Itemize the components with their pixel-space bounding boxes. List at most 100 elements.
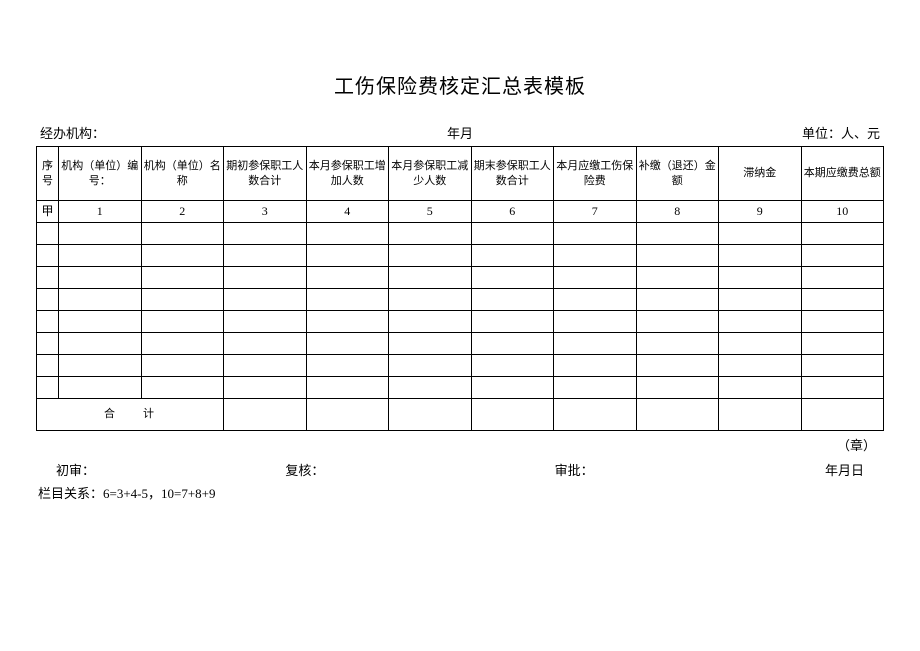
table-cell	[224, 245, 307, 267]
table-cell	[224, 223, 307, 245]
table-cell	[306, 311, 389, 333]
table-cell	[554, 355, 637, 377]
table-cell	[801, 311, 884, 333]
table-cell	[224, 333, 307, 355]
table-cell	[719, 355, 802, 377]
table-cell	[306, 355, 389, 377]
meta-agency: 经办机构：	[40, 123, 320, 142]
table-cell	[141, 355, 224, 377]
table-cell	[554, 333, 637, 355]
table-cell	[306, 223, 389, 245]
table-cell	[719, 377, 802, 399]
table-body: 合计	[37, 223, 884, 431]
total-cell	[306, 399, 389, 431]
table-cell	[141, 223, 224, 245]
table-cell	[224, 355, 307, 377]
table-cell	[37, 267, 59, 289]
table-cell	[37, 223, 59, 245]
table-cell	[801, 245, 884, 267]
num-cell: 6	[471, 201, 554, 223]
table-cell	[37, 245, 59, 267]
sign-approve: 审批：	[455, 460, 724, 479]
table-cell	[471, 311, 554, 333]
table-cell	[636, 245, 719, 267]
table-cell	[59, 245, 142, 267]
table-cell	[141, 311, 224, 333]
table-cell	[141, 289, 224, 311]
num-cell: 3	[224, 201, 307, 223]
table-cell	[471, 289, 554, 311]
table-row	[37, 245, 884, 267]
num-cell: 4	[306, 201, 389, 223]
total-cell	[471, 399, 554, 431]
table-row	[37, 333, 884, 355]
table-cell	[37, 333, 59, 355]
table-cell	[636, 289, 719, 311]
table-cell	[389, 289, 472, 311]
total-cell	[554, 399, 637, 431]
sign-recheck: 复核：	[225, 460, 454, 479]
table-cell	[224, 267, 307, 289]
stamp-label: （章）	[36, 435, 884, 454]
table-cell	[554, 289, 637, 311]
table-cell	[801, 223, 884, 245]
col-header: 机构（单位）编号：	[59, 147, 142, 201]
num-cell: 9	[719, 201, 802, 223]
number-row: 甲 1 2 3 4 5 6 7 8 9 10	[37, 201, 884, 223]
table-cell	[59, 289, 142, 311]
table-cell	[37, 355, 59, 377]
table-cell	[306, 377, 389, 399]
header-row: 序号 机构（单位）编号： 机构（单位）名称 期初参保职工人数合计 本月参保职工增…	[37, 147, 884, 201]
table-cell	[801, 377, 884, 399]
total-row: 合计	[37, 399, 884, 431]
table-cell	[59, 223, 142, 245]
table-cell	[636, 267, 719, 289]
table-cell	[224, 311, 307, 333]
table-cell	[306, 333, 389, 355]
table-cell	[389, 267, 472, 289]
table-row	[37, 377, 884, 399]
table-cell	[554, 223, 637, 245]
table-cell	[471, 223, 554, 245]
col-header: 本月参保职工减少人数	[389, 147, 472, 201]
col-header: 本月应缴工伤保险费	[554, 147, 637, 201]
table-cell	[719, 267, 802, 289]
table-cell	[141, 267, 224, 289]
table-cell	[471, 267, 554, 289]
table-cell	[554, 245, 637, 267]
total-label: 合计	[37, 399, 224, 431]
table-row	[37, 355, 884, 377]
num-cell: 2	[141, 201, 224, 223]
table-cell	[719, 289, 802, 311]
table-cell	[59, 355, 142, 377]
table-cell	[801, 355, 884, 377]
table-cell	[389, 223, 472, 245]
col-header: 补缴（退还）金额	[636, 147, 719, 201]
table-cell	[224, 289, 307, 311]
table-cell	[37, 289, 59, 311]
total-cell	[801, 399, 884, 431]
table-cell	[719, 311, 802, 333]
table-cell	[636, 311, 719, 333]
table-cell	[554, 311, 637, 333]
table-cell	[389, 311, 472, 333]
table-cell	[471, 333, 554, 355]
col-header: 滞纳金	[719, 147, 802, 201]
table-cell	[141, 245, 224, 267]
table-cell	[37, 311, 59, 333]
table-cell	[471, 245, 554, 267]
table-cell	[471, 377, 554, 399]
meta-period: 年月	[320, 123, 600, 142]
summary-table: 序号 机构（单位）编号： 机构（单位）名称 期初参保职工人数合计 本月参保职工增…	[36, 146, 884, 431]
col-header: 期末参保职工人数合计	[471, 147, 554, 201]
sign-first-review: 初审：	[56, 460, 225, 479]
col-header: 机构（单位）名称	[141, 147, 224, 201]
table-cell	[801, 289, 884, 311]
num-cell: 甲	[37, 201, 59, 223]
table-cell	[306, 267, 389, 289]
table-row	[37, 223, 884, 245]
table-cell	[141, 333, 224, 355]
col-header: 本月参保职工增加人数	[306, 147, 389, 201]
table-row	[37, 289, 884, 311]
formula-note: 栏目关系：6=3+4-5，10=7+8+9	[36, 483, 884, 502]
